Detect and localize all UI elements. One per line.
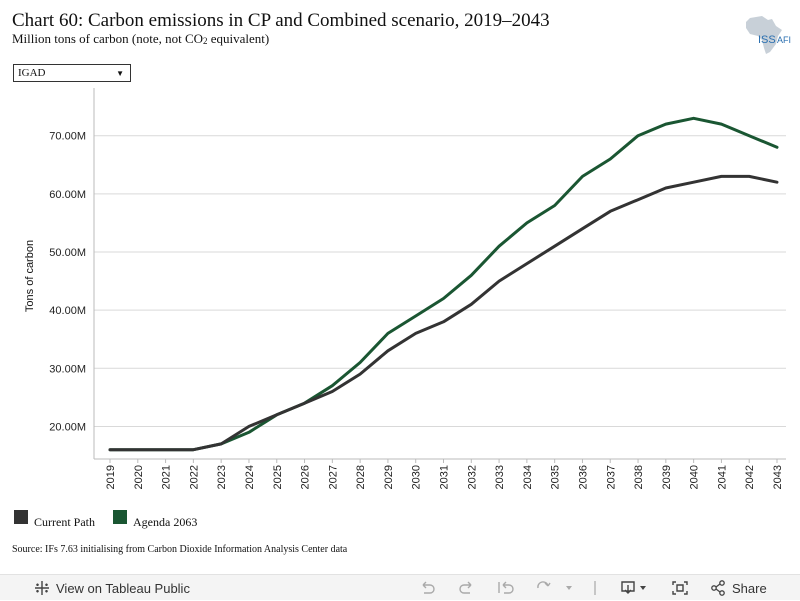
refresh-button[interactable] xyxy=(535,575,575,601)
x-tick-label: 2036 xyxy=(577,465,589,489)
x-tick-label: 2039 xyxy=(661,465,673,489)
x-tick-label: 2035 xyxy=(550,465,562,489)
redo-icon xyxy=(459,581,472,594)
x-tick-label: 2034 xyxy=(522,465,534,489)
share-icon xyxy=(711,580,725,596)
share-label: Share xyxy=(732,580,767,596)
line-chart: 20.00M 30.00M 40.00M 50.00M 60.00M 70.00M 2019… xyxy=(24,88,786,489)
x-tick-label: 2020 xyxy=(133,465,145,489)
x-tick-label: 2026 xyxy=(300,465,312,489)
africa-map-icon xyxy=(746,16,782,54)
revert-button[interactable] xyxy=(497,575,515,601)
source-note: Source: IFs 7.63 initialising from Carbo… xyxy=(12,544,348,555)
series-line-current-path xyxy=(108,174,779,452)
chevron-down-icon xyxy=(566,586,572,590)
x-tick-label: 2030 xyxy=(411,465,423,489)
logo-text: ISS xyxy=(758,34,776,46)
download-button[interactable] xyxy=(620,575,652,601)
x-tick-label: 2032 xyxy=(466,465,478,489)
view-on-tableau-link[interactable]: View on Tableau Public xyxy=(34,575,190,601)
x-tick-label: 2040 xyxy=(689,465,701,489)
undo-icon xyxy=(422,581,435,594)
x-tick-label: 2019 xyxy=(105,465,117,489)
region-filter-dropdown[interactable]: IGAD ▼ xyxy=(13,64,131,82)
x-tick-label: 2027 xyxy=(327,465,339,489)
x-tick-label: 2021 xyxy=(161,465,173,489)
tableau-toolbar: View on Tableau Public Share xyxy=(0,574,800,600)
refresh-icon xyxy=(537,581,572,590)
x-tick-label: 2023 xyxy=(216,465,228,489)
y-tick-label: 40.00M xyxy=(49,305,86,317)
legend-swatch-agenda-2063 xyxy=(113,510,127,524)
chevron-down-icon xyxy=(640,586,646,590)
x-tick-label: 2038 xyxy=(633,465,645,489)
view-on-tableau-label: View on Tableau Public xyxy=(56,580,190,596)
logo-text-suffix: AFI xyxy=(777,35,791,45)
download-icon xyxy=(621,581,646,594)
legend-item-agenda-2063[interactable]: Agenda 2063 xyxy=(113,510,197,530)
y-tick-label: 70.00M xyxy=(49,131,86,143)
x-tick-label: 2022 xyxy=(188,465,200,489)
region-filter-value: IGAD xyxy=(18,67,46,79)
legend-label: Agenda 2063 xyxy=(133,515,198,529)
legend: Current Path Agenda 2063 xyxy=(14,510,215,530)
undo-button[interactable] xyxy=(418,575,436,601)
x-tick-label: 2025 xyxy=(272,465,284,489)
share-button[interactable]: Share xyxy=(710,575,767,601)
y-tick-label: 20.00M xyxy=(49,421,86,433)
y-axis-title: Tons of carbon xyxy=(24,240,36,312)
y-tick-label: 30.00M xyxy=(49,363,86,375)
legend-swatch-current-path xyxy=(14,510,28,524)
legend-label: Current Path xyxy=(34,515,95,529)
subtitle-text-end: equivalent) xyxy=(207,31,270,46)
x-tick-label: 2042 xyxy=(744,465,756,489)
x-tick-label: 2024 xyxy=(244,465,256,489)
x-tick-label: 2033 xyxy=(494,465,506,489)
subtitle-text: Million tons of carbon (note, not CO xyxy=(12,31,204,46)
issafrica-logo: ISS AFI xyxy=(746,16,791,54)
fullscreen-icon xyxy=(672,581,688,595)
x-tick-label: 2031 xyxy=(439,465,451,489)
y-tick-label: 50.00M xyxy=(49,247,86,259)
x-tick-label: 2028 xyxy=(355,465,367,489)
toolbar-divider xyxy=(594,575,596,601)
chart-subtitle: Million tons of carbon (note, not CO2 eq… xyxy=(12,31,269,47)
tableau-logo-icon xyxy=(35,581,49,595)
fullscreen-button[interactable] xyxy=(671,575,689,601)
legend-item-current-path[interactable]: Current Path xyxy=(14,510,95,530)
chevron-down-icon: ▼ xyxy=(116,69,124,78)
redo-button[interactable] xyxy=(458,575,476,601)
revert-icon xyxy=(498,581,514,594)
x-tick-label: 2043 xyxy=(772,465,784,489)
chart-title: Chart 60: Carbon emissions in CP and Com… xyxy=(12,10,550,31)
series-line-agenda-2063 xyxy=(108,116,779,452)
y-tick-label: 60.00M xyxy=(49,189,86,201)
x-tick-label: 2037 xyxy=(605,465,617,489)
x-tick-label: 2029 xyxy=(383,465,395,489)
subtitle-subscript: 2 xyxy=(203,36,208,46)
x-tick-label: 2041 xyxy=(716,465,728,489)
